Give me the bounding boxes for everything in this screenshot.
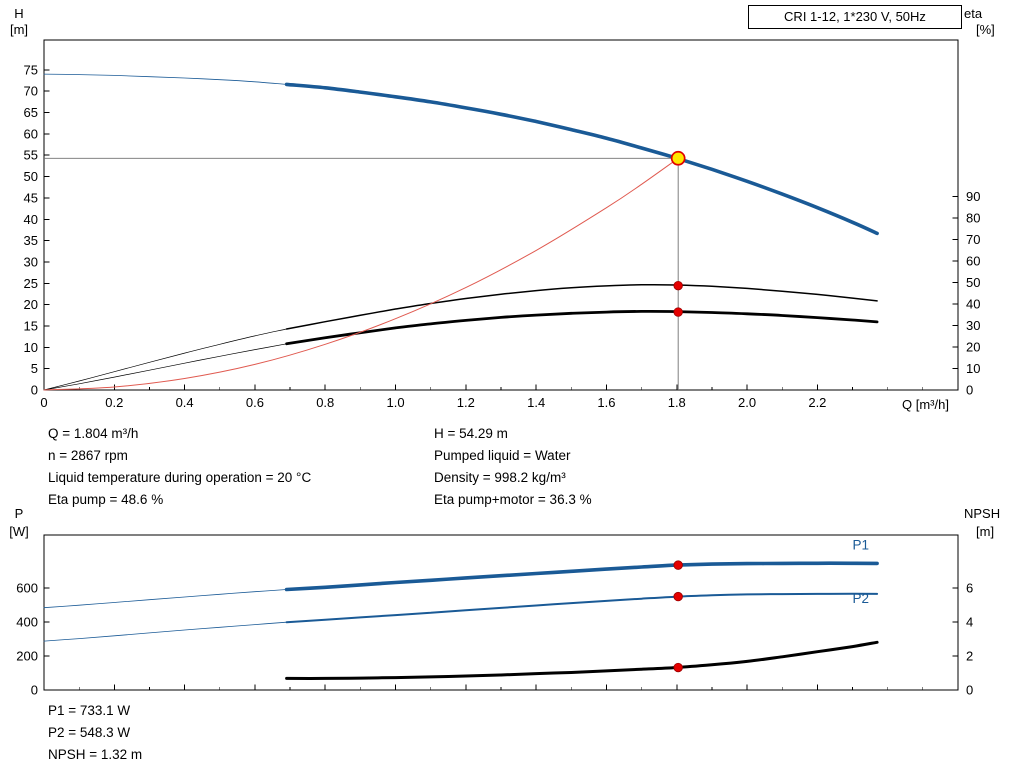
pump-curve bbox=[284, 82, 879, 236]
eta-pump-readout: Eta pump = 48.6 % bbox=[48, 492, 164, 507]
y-left-tick-label: 40 bbox=[24, 212, 38, 227]
y-right-tick-label: 80 bbox=[966, 211, 980, 226]
x-tick-label: 1.8 bbox=[668, 395, 686, 410]
y-left-axis-label: P bbox=[15, 506, 24, 521]
y-right-tick-label: 20 bbox=[966, 340, 980, 355]
duty-marker bbox=[673, 307, 683, 317]
duty-info-right-column: H = 54.29 m Pumped liquid = Water Densit… bbox=[434, 423, 592, 511]
y-left-tick-label: 10 bbox=[24, 340, 38, 355]
duty-marker bbox=[673, 560, 683, 570]
y-left-tick-label: 50 bbox=[24, 169, 38, 184]
x-axis-label: Q [m³/h] bbox=[902, 397, 949, 412]
eta-pump-curve bbox=[285, 283, 878, 330]
x-tick-label: 0 bbox=[40, 395, 47, 410]
chart-title: CRI 1-12, 1*230 V, 50Hz bbox=[784, 9, 926, 24]
y-left-tick-label: 35 bbox=[24, 233, 38, 248]
top-chart-svg[interactable]: 0 0.2 0.4 0.6 0.8 1.0 1.2 1.4 1.6 1.8 2.0 2.2 0 5 10 15… bbox=[0, 0, 1024, 420]
plot-frame bbox=[43, 39, 959, 391]
y-left-tick-label: 5 bbox=[31, 361, 38, 376]
y-left-tick-label: 600 bbox=[16, 580, 38, 595]
x-tick-label: 1.6 bbox=[597, 395, 615, 410]
p2-readout: P2 = 548.3 W bbox=[48, 725, 131, 740]
eta-pump-curve bbox=[43, 328, 287, 391]
liquid-temp-readout: Liquid temperature during operation = 20… bbox=[48, 470, 312, 485]
plot-frame bbox=[43, 534, 959, 691]
y-right-tick-label: 70 bbox=[966, 232, 980, 247]
y-left-axis-unit: [m] bbox=[10, 22, 28, 37]
y-right-axis-unit: [%] bbox=[976, 22, 995, 37]
bottom-chart-svg[interactable]: 0 200 400 600 0 2 4 6 P [W] NPSH [m] P1 P2 bbox=[0, 500, 1024, 781]
p1-readout: P1 = 733.1 W bbox=[48, 703, 131, 718]
y-right-tick-label: 30 bbox=[966, 318, 980, 333]
y-left-tick-label: 65 bbox=[24, 105, 38, 120]
operating-point-marker[interactable] bbox=[670, 150, 686, 166]
duty-head-readout: H = 54.29 m bbox=[434, 426, 508, 441]
duty-flow-readout: Q = 1.804 m³/h bbox=[48, 426, 139, 441]
y-right-tick-label: 10 bbox=[966, 361, 980, 376]
y-right-axis-label: eta bbox=[964, 6, 983, 21]
power-info-block: P1 = 733.1 W P2 = 548.3 W NPSH = 1.32 m bbox=[48, 700, 142, 766]
p2-curve bbox=[43, 621, 287, 642]
duty-info-block: Q = 1.804 m³/h n = 2867 rpm Liquid tempe… bbox=[48, 423, 592, 511]
y-left-tick-label: 75 bbox=[24, 62, 38, 77]
density-readout: Density = 998.2 kg/m³ bbox=[434, 470, 566, 485]
y-left-tick-label: 200 bbox=[16, 648, 38, 663]
x-tick-label: 1.4 bbox=[527, 395, 545, 410]
eta-pump-motor-curve bbox=[43, 343, 287, 391]
y-left-tick-label: 45 bbox=[24, 190, 38, 205]
npsh-readout: NPSH = 1.32 m bbox=[48, 747, 143, 762]
duty-info-left-column: Q = 1.804 m³/h n = 2867 rpm Liquid tempe… bbox=[48, 423, 434, 511]
pump-curve bbox=[43, 73, 287, 85]
y-left-tick-label: 25 bbox=[24, 276, 38, 291]
y-right-tick-label: 0 bbox=[966, 683, 973, 698]
x-tick-label: 1.2 bbox=[457, 395, 475, 410]
y-right-tick-label: 6 bbox=[966, 580, 973, 595]
system-curve bbox=[43, 157, 679, 391]
y-left-tick-label: 15 bbox=[24, 318, 38, 333]
x-tick-label: 1.0 bbox=[386, 395, 404, 410]
chart-title-box: CRI 1-12, 1*230 V, 50Hz bbox=[748, 5, 962, 29]
p2-curve bbox=[285, 592, 879, 624]
x-tick-label: 2.0 bbox=[738, 395, 756, 410]
x-tick-label: 0.4 bbox=[176, 395, 194, 410]
y-right-tick-label: 90 bbox=[966, 189, 980, 204]
p1-curve-label: P1 bbox=[853, 537, 870, 552]
y-left-tick-label: 60 bbox=[24, 126, 38, 141]
y-left-tick-label: 30 bbox=[24, 254, 38, 269]
duty-marker bbox=[673, 591, 683, 602]
eta-pump-motor-readout: Eta pump+motor = 36.3 % bbox=[434, 492, 592, 507]
y-left-tick-label: 55 bbox=[24, 148, 38, 163]
y-right-tick-label: 0 bbox=[966, 383, 973, 398]
p1-curve bbox=[284, 561, 879, 592]
speed-readout: n = 2867 rpm bbox=[48, 448, 128, 463]
pumped-liquid-readout: Pumped liquid = Water bbox=[434, 448, 571, 463]
duty-marker bbox=[673, 280, 683, 291]
y-left-tick-label: 70 bbox=[24, 84, 38, 99]
eta-pump-motor-curve bbox=[285, 309, 879, 346]
y-left-tick-label: 400 bbox=[16, 614, 38, 629]
y-right-tick-label: 4 bbox=[966, 614, 973, 629]
x-tick-label: 0.8 bbox=[316, 395, 334, 410]
p1-curve bbox=[43, 589, 287, 609]
x-tick-label: 0.2 bbox=[105, 395, 123, 410]
y-right-tick-label: 40 bbox=[966, 297, 980, 312]
y-right-axis-unit: [m] bbox=[976, 524, 994, 539]
y-right-tick-label: 2 bbox=[966, 648, 973, 663]
y-left-axis-label: H bbox=[14, 6, 23, 21]
y-left-tick-label: 0 bbox=[31, 383, 38, 398]
x-tick-label: 0.6 bbox=[246, 395, 264, 410]
duty-marker bbox=[673, 662, 683, 673]
p2-curve-label: P2 bbox=[853, 591, 870, 606]
y-left-axis-unit: [W] bbox=[9, 524, 29, 539]
x-tick-label: 2.2 bbox=[808, 395, 826, 410]
y-left-tick-label: 20 bbox=[24, 297, 38, 312]
y-right-axis-label: NPSH bbox=[964, 506, 1000, 521]
y-right-tick-label: 50 bbox=[966, 275, 980, 290]
y-left-tick-label: 0 bbox=[31, 683, 38, 698]
y-right-tick-label: 60 bbox=[966, 254, 980, 269]
npsh-curve bbox=[285, 640, 879, 680]
